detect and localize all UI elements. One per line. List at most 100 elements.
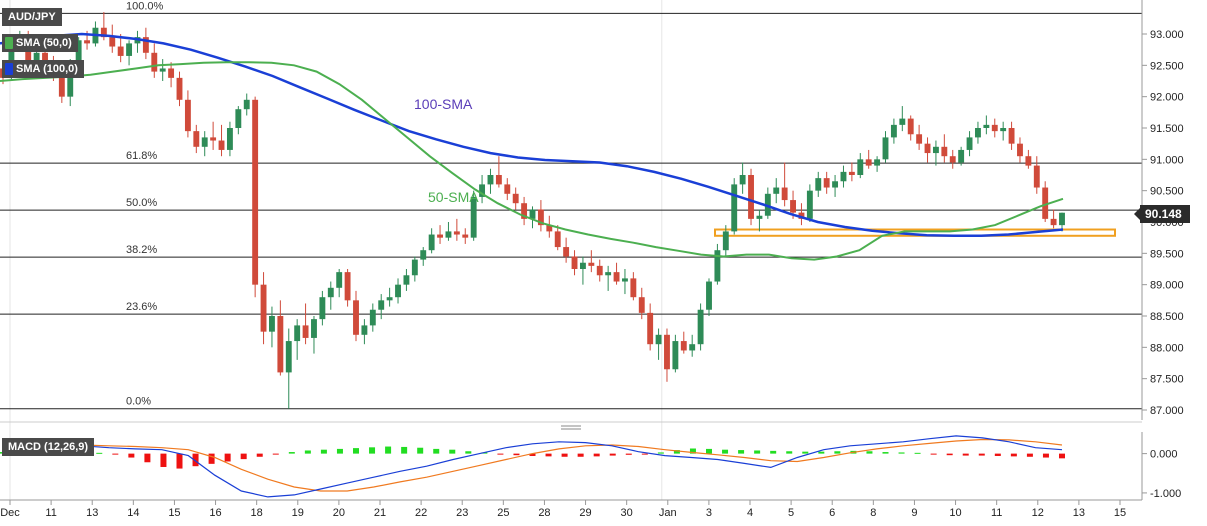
macd-histogram-bar: [930, 453, 937, 455]
candle-body: [184, 99, 191, 132]
macd-histogram-bar: [946, 453, 953, 456]
candle-body: [58, 77, 65, 97]
candle-body: [403, 275, 410, 285]
candle: [806, 184, 813, 222]
candle-body: [966, 137, 973, 150]
legend-sma100-label: SMA (100,0): [16, 63, 78, 75]
macd-histogram-bar: [1042, 453, 1049, 458]
macd-histogram-bar: [625, 453, 632, 455]
legend-macd[interactable]: MACD (12,26,9): [2, 438, 95, 456]
candle-body: [319, 297, 326, 320]
candle: [479, 175, 486, 204]
candle: [731, 178, 738, 235]
candle-body: [546, 225, 553, 232]
candle: [1008, 121, 1015, 150]
time-tick-label: 11: [45, 507, 56, 519]
candle: [428, 228, 435, 254]
candle: [722, 225, 729, 257]
candle-body: [109, 37, 116, 47]
candle: [697, 303, 704, 351]
time-tick-label: 30: [621, 507, 633, 519]
candle: [857, 153, 864, 179]
sma100-swatch: [5, 63, 13, 75]
candle-body: [512, 193, 519, 204]
candle-body: [958, 149, 965, 163]
candle: [798, 203, 805, 226]
candle-body: [193, 131, 200, 147]
candle-body: [1050, 218, 1057, 226]
candle: [142, 27, 149, 60]
candle: [168, 62, 175, 88]
candle-body: [840, 171, 847, 182]
candle: [579, 256, 586, 285]
candle-body: [159, 68, 166, 72]
candle-body: [487, 175, 494, 185]
candle: [882, 131, 889, 163]
candle-body: [756, 215, 763, 219]
legend-sma50[interactable]: SMA (50,0): [2, 34, 78, 52]
candle-body: [1008, 128, 1015, 144]
macd-histogram-bar: [160, 453, 167, 467]
candle-body: [479, 184, 486, 197]
macd-histogram-bar: [192, 453, 199, 467]
candle: [714, 243, 721, 285]
candle-body: [470, 196, 477, 238]
macd-histogram-bar: [288, 452, 295, 454]
macd-histogram-bar: [738, 450, 745, 454]
candle-body: [1000, 128, 1007, 132]
candle-body: [890, 124, 897, 138]
time-tick-label: 13: [1073, 507, 1085, 519]
candle-body: [302, 325, 309, 338]
candle-body: [806, 190, 813, 219]
symbol-label[interactable]: AUD/JPY: [2, 8, 62, 26]
candle: [680, 331, 687, 354]
candle: [369, 303, 376, 332]
candle: [588, 250, 595, 273]
candle-body: [285, 341, 292, 373]
candle-body: [916, 134, 923, 144]
candle-body: [369, 309, 376, 326]
candle: [226, 121, 233, 157]
macd-histogram-bar: [417, 447, 424, 454]
candle: [504, 178, 511, 201]
candle-body: [327, 287, 334, 298]
candle-body: [647, 312, 654, 345]
candle-body: [453, 231, 460, 235]
candle-body: [622, 278, 628, 282]
candle-body: [941, 146, 948, 157]
legend-sma100[interactable]: SMA (100,0): [2, 60, 84, 78]
candle-body: [142, 37, 149, 53]
macd-histogram-bar: [802, 451, 809, 454]
fibonacci-levels: 100.0% 61.8% 50.0% 38.2% 23.6% 0.0%: [0, 0, 1142, 410]
candle-body: [924, 143, 931, 154]
candle-body: [975, 128, 981, 138]
candle-body: [386, 297, 393, 301]
candle-body: [790, 200, 796, 213]
candle: [764, 187, 771, 219]
candle-body: [907, 118, 914, 135]
candle-body: [226, 128, 233, 150]
candle: [109, 24, 116, 53]
candle: [756, 209, 763, 232]
time-tick-label: 28: [538, 507, 550, 519]
macd-histogram-bar: [994, 453, 1001, 456]
macd-histogram-bar: [673, 450, 680, 454]
panel-resize-handle[interactable]: [561, 425, 581, 430]
price-axis: 93.00092.50092.00091.50091.00090.50090.0…: [1142, 29, 1184, 417]
candle: [361, 319, 368, 345]
candle-body: [176, 77, 183, 100]
time-tick-label: 6: [829, 507, 835, 519]
fib-level-label: 50.0%: [126, 197, 157, 209]
candle: [311, 316, 317, 354]
candle: [243, 93, 250, 116]
macd-histogram-bar: [144, 453, 151, 463]
macd-histogram-bar: [529, 453, 536, 456]
candle: [546, 215, 553, 238]
candle-body: [311, 319, 317, 338]
time-tick-label: 8: [870, 507, 876, 519]
price-tick-label: 91.500: [1150, 123, 1184, 135]
macd-histogram-bar: [834, 451, 841, 454]
price-tick-label: 92.500: [1150, 60, 1184, 72]
candle-body: [344, 272, 351, 301]
candle: [327, 281, 334, 310]
